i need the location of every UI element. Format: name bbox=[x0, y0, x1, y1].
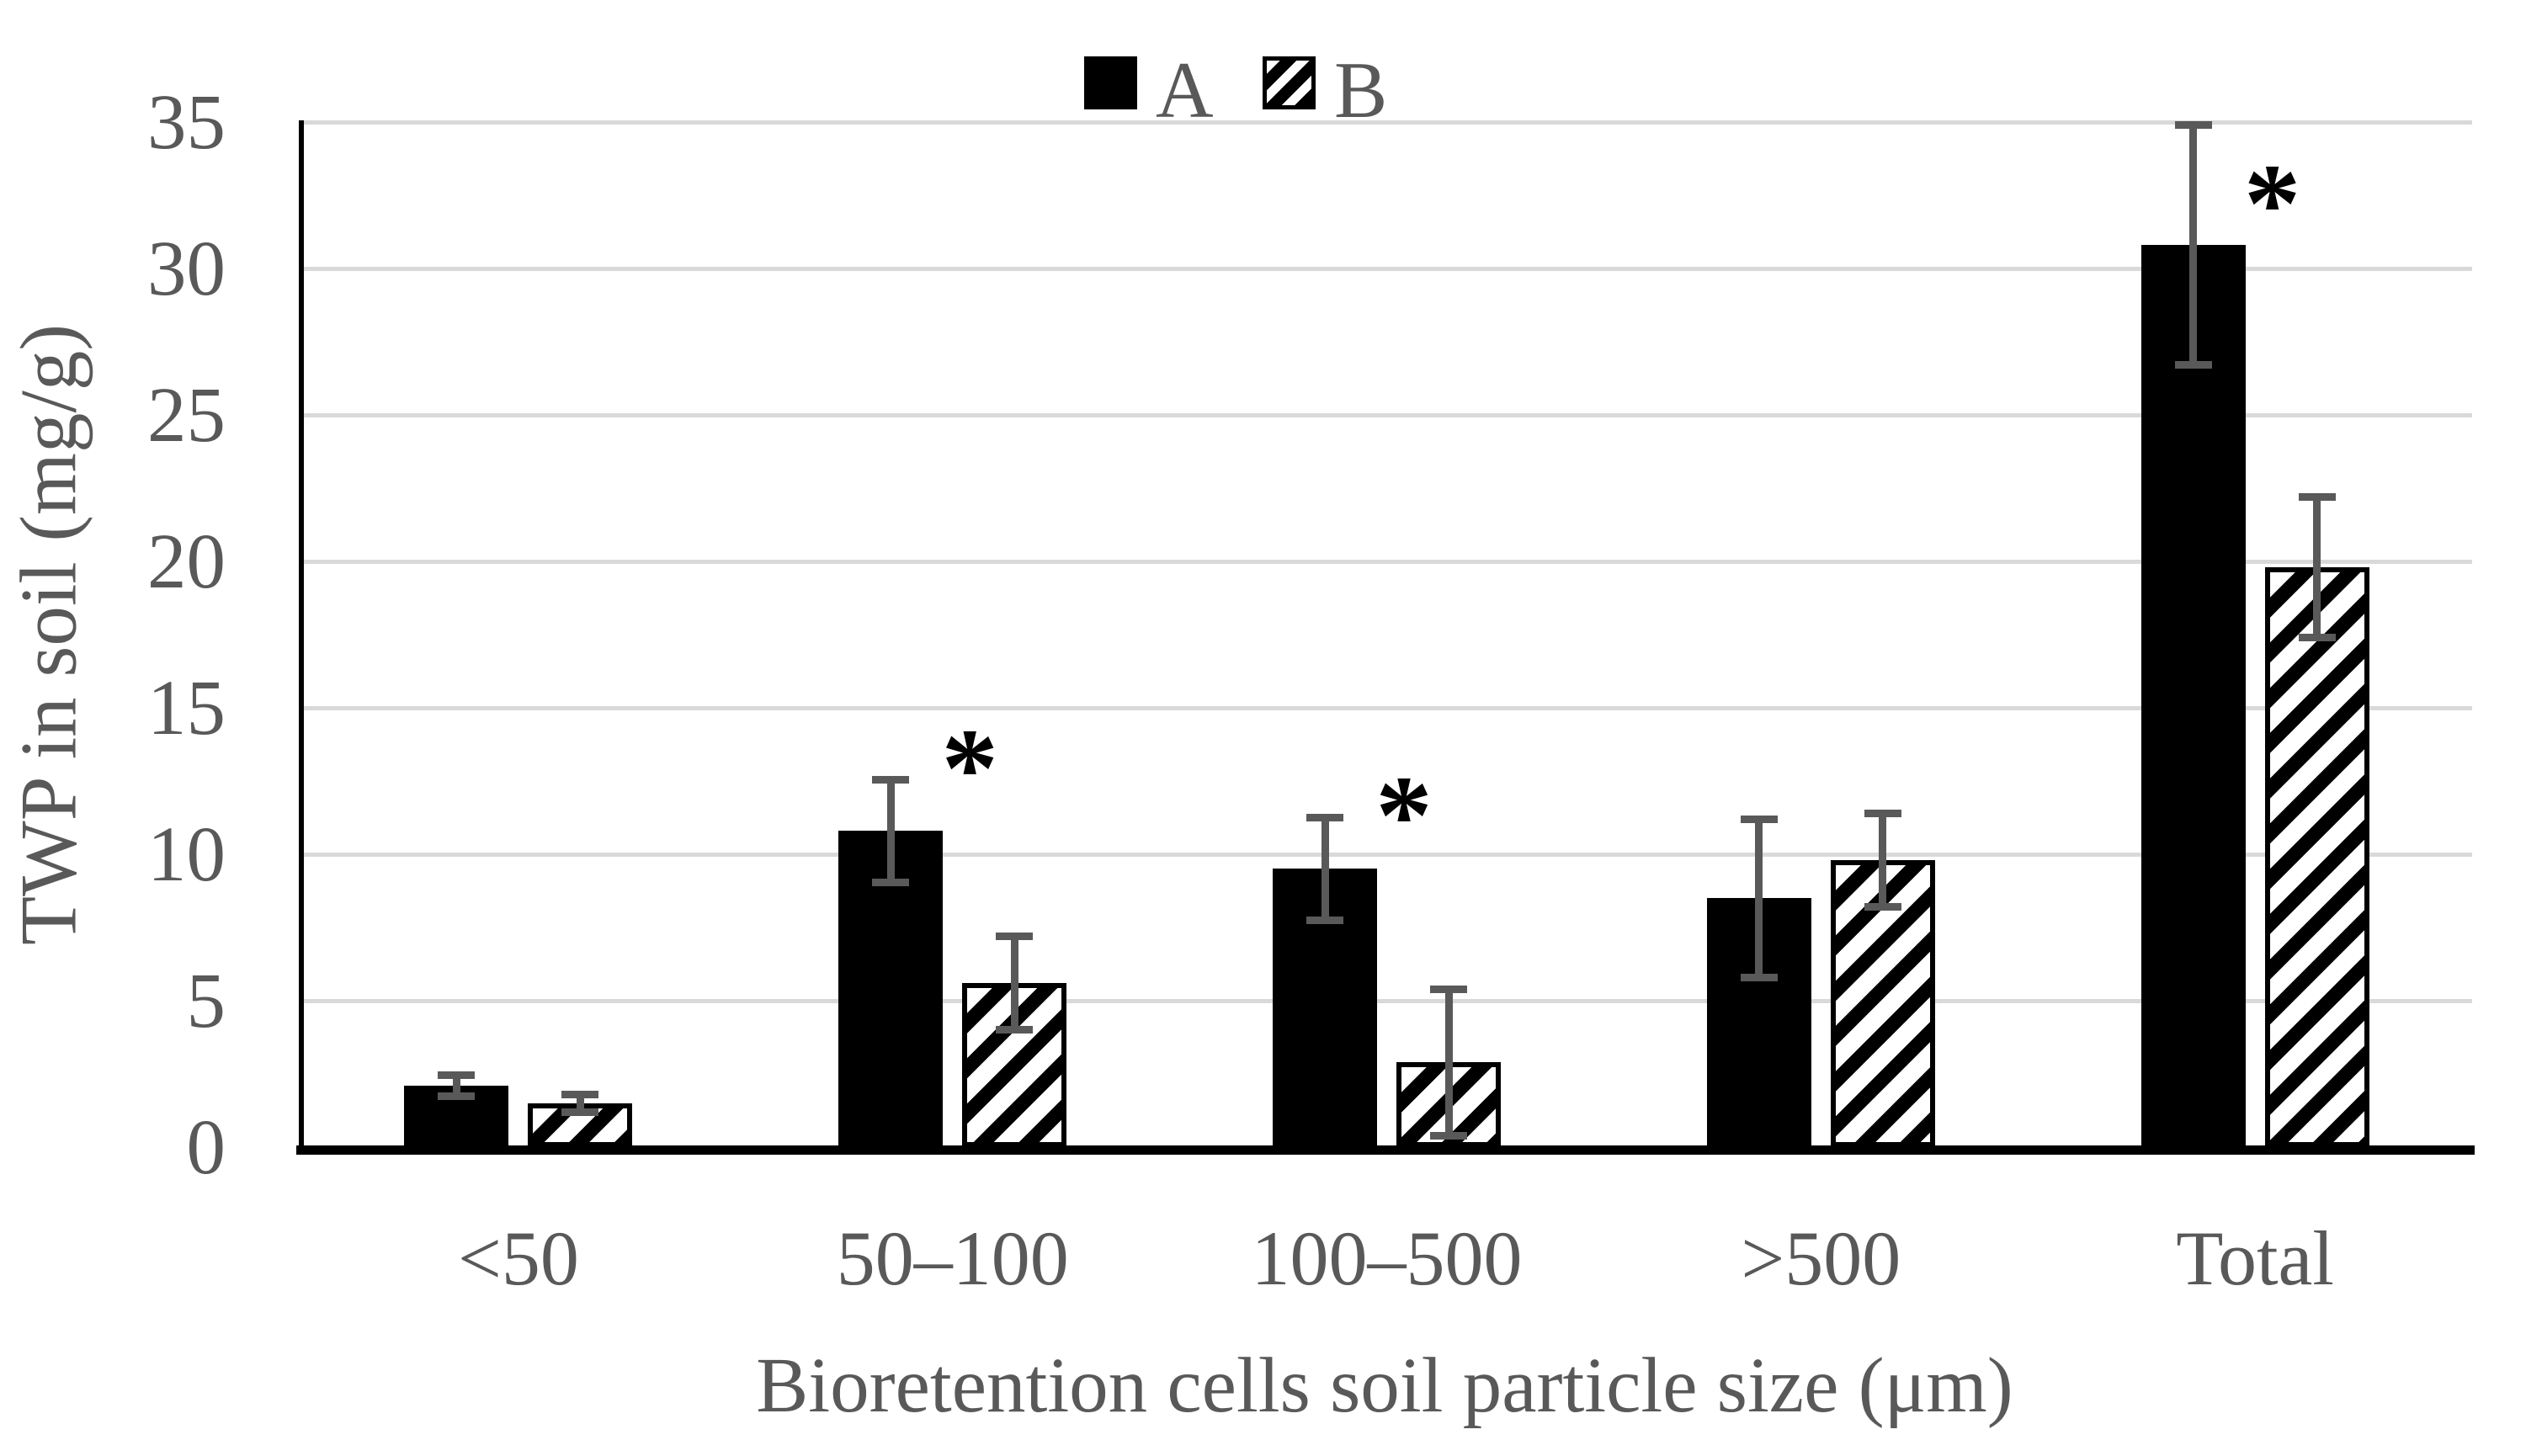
gridline-30 bbox=[301, 266, 2472, 271]
error-bar-b-0 bbox=[576, 1094, 584, 1113]
error-cap-b-1-lo bbox=[996, 1026, 1034, 1034]
x-axis-line bbox=[296, 1145, 2475, 1155]
bar-series-a-4 bbox=[2140, 245, 2246, 1147]
significance-asterisk-100–500: * bbox=[1375, 753, 1433, 879]
bar-series-b-0 bbox=[528, 1103, 633, 1147]
y-tick-label-15: 15 bbox=[147, 665, 226, 752]
error-cap-a-2-hi bbox=[1306, 814, 1343, 821]
error-cap-b-0-lo bbox=[561, 1108, 599, 1116]
gridline-25 bbox=[301, 412, 2472, 417]
y-axis-line bbox=[299, 120, 304, 1154]
error-cap-b-3-lo bbox=[1864, 903, 1901, 911]
error-bar-a-2 bbox=[1321, 817, 1329, 921]
x-category-label-3: >500 bbox=[1741, 1215, 1901, 1301]
y-tick-label-10: 10 bbox=[147, 811, 226, 898]
error-cap-b-4-lo bbox=[2298, 633, 2336, 641]
error-cap-a-0-lo bbox=[438, 1092, 476, 1100]
error-bar-a-4 bbox=[2189, 125, 2198, 365]
error-cap-b-2-hi bbox=[1430, 985, 1467, 993]
error-cap-a-2-lo bbox=[1306, 916, 1343, 924]
error-bar-b-4 bbox=[2313, 497, 2321, 638]
y-tick-label-0: 0 bbox=[186, 1104, 226, 1191]
x-category-label-1: 50–100 bbox=[836, 1215, 1069, 1301]
error-cap-a-1-hi bbox=[872, 775, 910, 784]
x-axis-title: Bioretention cells soil particle size (μ… bbox=[756, 1342, 2013, 1429]
error-cap-a-4-hi bbox=[2174, 120, 2212, 129]
error-bar-a-1 bbox=[886, 779, 895, 883]
error-bar-b-1 bbox=[1010, 936, 1018, 1030]
y-tick-label-20: 20 bbox=[147, 518, 226, 605]
diagonal-hatch-square-icon bbox=[1263, 56, 1316, 109]
gridline-10 bbox=[301, 852, 2472, 857]
error-cap-b-3-hi bbox=[1864, 809, 1901, 817]
error-cap-b-0-hi bbox=[561, 1090, 599, 1098]
error-bar-b-3 bbox=[1879, 813, 1887, 907]
error-bar-b-2 bbox=[1444, 989, 1453, 1136]
solid-black-square-icon bbox=[1084, 56, 1137, 109]
error-cap-a-0-hi bbox=[438, 1071, 476, 1080]
gridline-20 bbox=[301, 559, 2472, 564]
gridline-35 bbox=[301, 120, 2472, 125]
bar-series-b-3 bbox=[1830, 859, 1935, 1147]
x-category-label-0: <50 bbox=[457, 1215, 579, 1301]
legend-label-a: A bbox=[1156, 45, 1214, 135]
y-tick-label-30: 30 bbox=[147, 226, 226, 312]
error-cap-a-1-lo bbox=[872, 878, 910, 886]
error-bar-a-0 bbox=[452, 1075, 460, 1097]
error-cap-b-1-hi bbox=[996, 932, 1034, 940]
error-cap-b-2-lo bbox=[1430, 1131, 1467, 1140]
y-tick-label-25: 25 bbox=[147, 372, 226, 459]
bar-series-b-4 bbox=[2264, 566, 2369, 1147]
gridline-5 bbox=[301, 998, 2472, 1003]
x-category-label-2: 100–500 bbox=[1251, 1215, 1523, 1301]
error-cap-a-3-lo bbox=[1740, 973, 1778, 981]
error-cap-a-4-lo bbox=[2174, 361, 2212, 369]
y-tick-label-5: 5 bbox=[186, 958, 226, 1044]
significance-asterisk-Total: * bbox=[2243, 141, 2301, 267]
gridline-15 bbox=[301, 705, 2472, 710]
error-bar-a-3 bbox=[1755, 819, 1763, 978]
significance-asterisk-50–100: * bbox=[941, 706, 998, 832]
error-cap-b-4-hi bbox=[2298, 492, 2336, 501]
y-tick-label-35: 35 bbox=[147, 79, 226, 166]
error-cap-a-3-hi bbox=[1740, 815, 1778, 823]
legend-label-b: B bbox=[1334, 45, 1388, 135]
x-category-label-4: Total bbox=[2176, 1215, 2334, 1301]
